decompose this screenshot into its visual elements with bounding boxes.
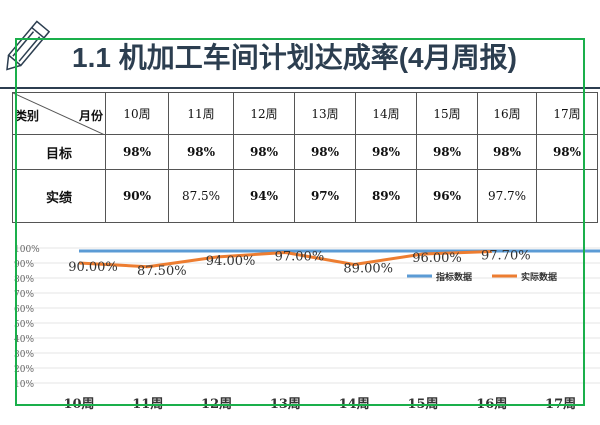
table-cell: 98% [416,134,478,170]
data-label: 87.50% [137,264,187,279]
data-label: 96.00% [412,251,462,266]
series-line-actual [78,249,492,269]
table-cell: 89% [355,169,417,223]
row-label: 目标 [12,134,106,170]
table-cell: 90% [105,169,169,223]
y-tick-label: 30% [14,350,34,360]
month-label: 月份 [78,109,103,123]
table-cell: 87.5% [168,169,234,223]
row-label: 实绩 [12,169,106,223]
table-cell: 98% [294,134,356,170]
legend-label: 指标数据 [436,271,472,283]
week-header: 11周 [168,92,234,135]
table-cell: 97% [294,169,356,223]
selection-frame [15,38,585,406]
table-row-target: 目标 98% 98% 98% 98% 98% 98% 98% 98% [12,134,598,170]
y-tick-label: 100% [14,245,40,255]
legend-label: 实际数据 [521,271,557,283]
data-label: 89.00% [343,262,393,277]
weekly-rate-table: 类别 月份 10周 11周 12周 13周 14周 15周 16周 17周 目标… [12,92,598,223]
table-cell: 98% [168,134,234,170]
table-row-actual: 实绩 90% 87.5% 94% 97% 89% 96% 97.7% [12,169,598,223]
week-header: 16周 [477,92,537,135]
data-label: 90.00% [68,260,118,275]
category-label: 类别 [15,109,40,123]
y-tick-label: 50% [14,320,34,330]
table-cell [536,169,598,223]
y-tick-label: 20% [14,365,34,375]
table-cell: 97.7% [477,169,537,223]
week-header: 14周 [355,92,417,135]
data-label: 97.70% [481,248,531,263]
title-divider [0,87,600,89]
y-tick-label: 10% [14,380,34,390]
week-header: 13周 [294,92,356,135]
table-cell: 96% [416,169,478,223]
y-tick-label: 70% [14,290,34,300]
y-tick-label: 40% [14,335,34,345]
page-title: 1.1 机加工车间计划达成率(4月周报) [72,42,517,73]
data-label: 97.00% [275,250,325,265]
week-header: 15周 [416,92,478,135]
y-tick-label: 90% [14,260,34,270]
y-tick-label: 60% [14,305,34,315]
data-label: 94.00% [206,254,256,269]
table-cell: 98% [536,134,598,170]
diagonal-divider [13,93,105,135]
y-tick-label: 80% [14,275,34,285]
corner-header-cell: 类别 月份 [12,92,106,135]
